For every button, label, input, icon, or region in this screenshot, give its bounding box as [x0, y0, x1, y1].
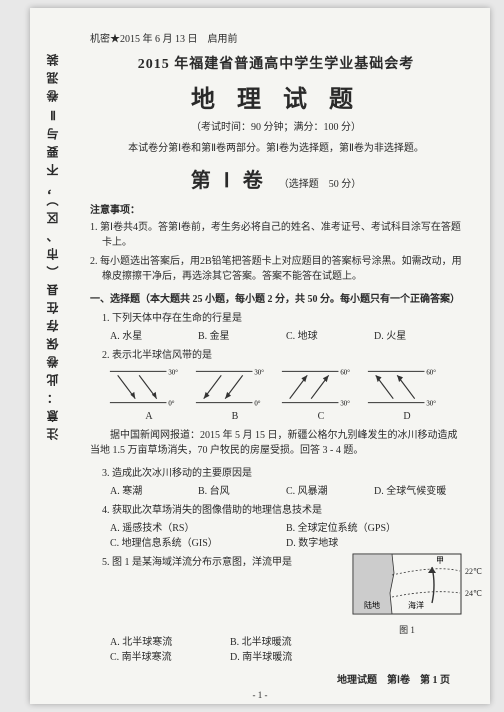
diag-label-a: A — [106, 411, 192, 422]
svg-text:30°: 30° — [426, 401, 436, 408]
q1-opt-c: C. 地球 — [286, 327, 374, 342]
q3-options: A. 寒潮 B. 台风 C. 风暴潮 D. 全球气候变暖 — [110, 482, 462, 497]
q5-opt-d: D. 南半球暖流 — [230, 648, 350, 663]
notice-2: 2. 每小题选出答案后，用2B铅笔把答题卡上对应题目的答案标号涂黑。如需改动，用… — [90, 254, 462, 284]
part1-sub: （选择题 50 分） — [279, 179, 362, 190]
q1-opt-b: B. 金星 — [198, 327, 286, 342]
svg-text:甲: 甲 — [436, 556, 444, 565]
q3-opt-a: A. 寒潮 — [110, 482, 198, 497]
q5-options: A. 北半球寒流 B. 北半球暖流 C. 南半球寒流 D. 南半球暖流 — [110, 633, 350, 663]
svg-text:30°: 30° — [168, 369, 178, 376]
q4-opt-d: D. 数字地球 — [286, 534, 462, 549]
paper-desc: 本试卷分第Ⅰ卷和第Ⅱ卷两部分。第Ⅰ卷为选择题，第Ⅱ卷为非选择题。 — [90, 139, 462, 154]
q4-options: A. 遥感技术（RS） B. 全球定位系统（GPS） C. 地理信息系统（GIS… — [110, 519, 462, 549]
exam-title-2: 地 理 试 题 — [90, 79, 462, 114]
q4-text: 4. 获取此次草场消失的图像借助的地理信息技术是 — [102, 501, 462, 516]
wind-diagram-a: 30° 0° — [106, 365, 184, 409]
fig1-temp1: 22℃ — [465, 567, 482, 576]
q3-opt-d: D. 全球气候变暖 — [374, 482, 462, 497]
q3-opt-c: C. 风暴潮 — [286, 482, 374, 497]
svg-text:30°: 30° — [340, 401, 350, 408]
q3-opt-b: B. 台风 — [198, 482, 286, 497]
notice-1: 1. 第Ⅰ卷共4页。答第Ⅰ卷前，考生务必将自己的姓名、准考证号、考试科目涂写在答… — [90, 220, 462, 250]
q2-text: 2. 表示北半球信风带的是 — [102, 346, 462, 361]
svg-text:0°: 0° — [254, 401, 260, 408]
wind-diagram-c: 60° 30° — [278, 365, 356, 409]
svg-text:陆地: 陆地 — [364, 600, 380, 610]
q1-opt-a: A. 水星 — [110, 327, 198, 342]
q5-opt-b: B. 北半球暖流 — [230, 633, 350, 648]
q5-opt-c: C. 南半球寒流 — [110, 648, 230, 663]
section-1-heading: 一、选择题（本大题共 25 小题，每小题 2 分，共 50 分。每小题只有一个正… — [90, 290, 462, 305]
confidential-line: 机密★2015 年 6 月 13 日 启用前 — [90, 30, 462, 45]
q5-opt-a: A. 北半球寒流 — [110, 633, 230, 648]
exam-title-1: 2015 年福建省普通高中学生学业基础会考 — [90, 53, 462, 73]
fig1-caption: 图 1 — [352, 623, 462, 636]
svg-text:30°: 30° — [254, 369, 264, 376]
q4-opt-c: C. 地理信息系统（GIS） — [110, 534, 286, 549]
q3-text: 3. 造成此次冰川移动的主要原因是 — [102, 464, 462, 479]
svg-text:60°: 60° — [426, 369, 436, 376]
wind-diagram-d: 60° 30° — [364, 365, 442, 409]
part1-label: 第 Ⅰ 卷 — [191, 170, 267, 192]
wind-diagram-b: 30° 0° — [192, 365, 270, 409]
diag-label-c: C — [278, 411, 364, 422]
part1-title: 第 Ⅰ 卷 （选择题 50 分） — [90, 164, 462, 193]
figure-1: 甲 陆地 海洋 22℃ 24℃ 图 1 — [352, 553, 462, 633]
page-number: - 1 - — [253, 690, 268, 700]
q1-options: A. 水星 B. 金星 C. 地球 D. 火星 — [110, 327, 462, 342]
q4-opt-a: A. 遥感技术（RS） — [110, 519, 286, 534]
diag-label-b: B — [192, 411, 278, 422]
diag-label-d: D — [364, 411, 450, 422]
time-score: （考试时间：90 分钟；满分：100 分） — [90, 118, 462, 133]
page-footer: 地理试题 第Ⅰ卷 第 1 页 — [337, 671, 450, 686]
svg-text:60°: 60° — [340, 369, 350, 376]
q4-opt-b: B. 全球定位系统（GPS） — [286, 519, 462, 534]
svg-text:海洋: 海洋 — [408, 600, 424, 610]
binding-note: 注意：此卷保存在县（市、区），不要与Ⅱ卷混装 — [44, 48, 62, 440]
notice-label: 注意事项： — [90, 201, 462, 216]
wind-diagrams: 30° 0° 30° 0° — [106, 365, 462, 409]
context-3-4: 据中国新闻网报道：2015 年 5 月 15 日，新疆公格尔九别峰发生的冰川移动… — [90, 428, 462, 458]
q1-opt-d: D. 火星 — [374, 327, 462, 342]
svg-text:0°: 0° — [168, 401, 174, 408]
q1-text: 1. 下列天体中存在生命的行星是 — [102, 309, 462, 324]
fig1-temp2: 24℃ — [465, 589, 482, 598]
wind-diagram-labels: A B C D — [106, 411, 462, 422]
